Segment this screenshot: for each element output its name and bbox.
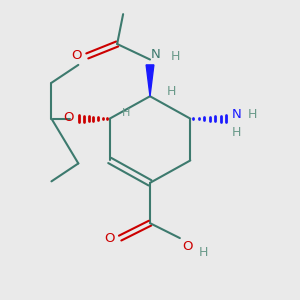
Polygon shape <box>146 65 154 96</box>
Text: H: H <box>198 246 208 259</box>
Text: H: H <box>170 50 180 63</box>
Text: O: O <box>63 111 73 124</box>
Text: H: H <box>232 126 242 139</box>
Text: O: O <box>104 232 115 244</box>
Text: H: H <box>167 85 176 98</box>
Text: H: H <box>122 108 130 118</box>
Text: N: N <box>232 108 242 121</box>
Text: O: O <box>71 49 82 62</box>
Text: O: O <box>182 241 193 254</box>
Text: N: N <box>151 48 160 61</box>
Text: H: H <box>248 108 257 121</box>
